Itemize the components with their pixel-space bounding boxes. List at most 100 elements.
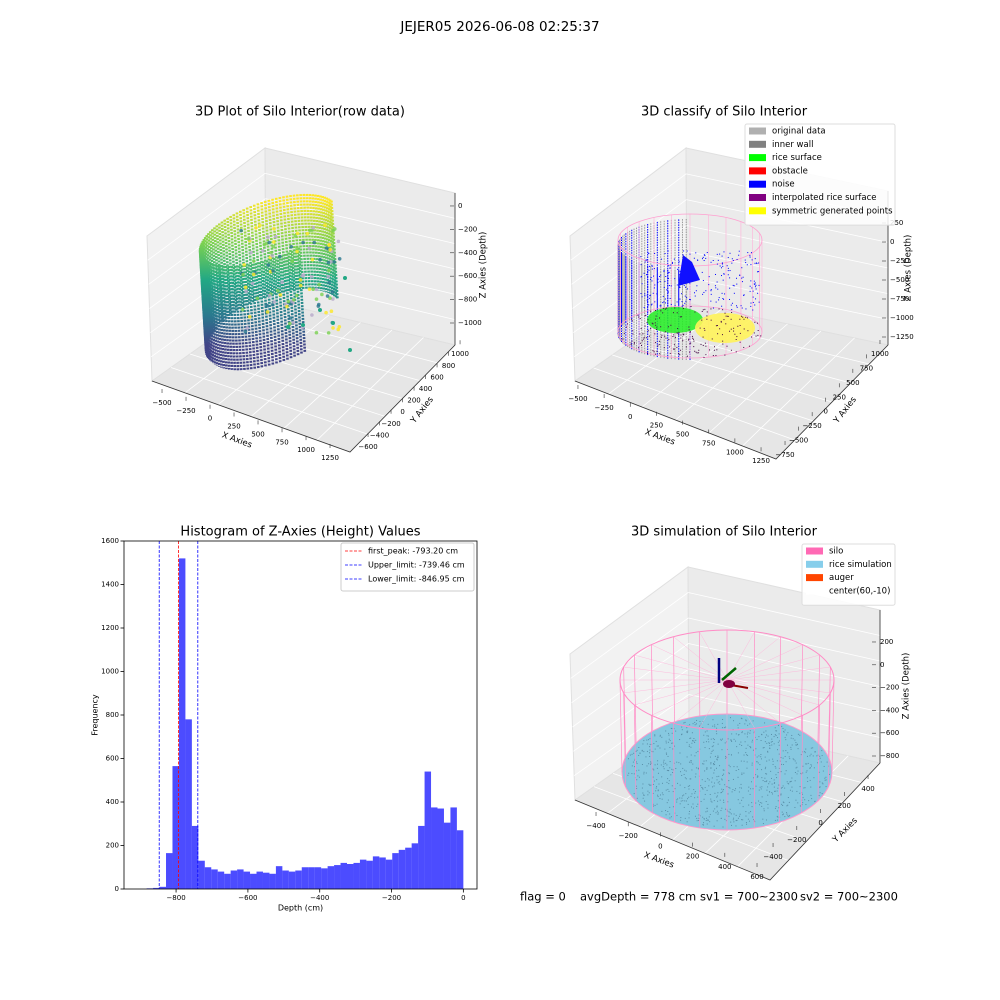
point-cloud <box>271 269 275 273</box>
rice-point <box>720 739 722 741</box>
point-cloud <box>747 317 749 319</box>
point-cloud <box>670 303 672 305</box>
point-cloud <box>754 262 756 264</box>
rice-point <box>772 760 774 762</box>
point-cloud <box>289 244 294 249</box>
rice-point <box>638 754 640 756</box>
point-cloud <box>633 343 635 345</box>
rice-point <box>718 775 720 777</box>
point-cloud <box>672 335 674 337</box>
z-tick-label: −400 <box>458 249 477 257</box>
rice-point <box>665 789 667 791</box>
point-cloud <box>645 259 647 261</box>
point-cloud <box>644 325 646 327</box>
point-cloud <box>743 328 745 330</box>
point-cloud <box>737 325 739 327</box>
point-cloud <box>336 239 341 244</box>
rice-point <box>648 783 650 785</box>
rice-point <box>681 726 683 728</box>
rice-point <box>646 750 648 752</box>
rice-point <box>679 739 681 741</box>
x-tick-label: −250 <box>176 407 195 415</box>
rice-point <box>775 774 777 776</box>
point-cloud <box>647 330 649 332</box>
rice-point <box>707 819 709 821</box>
point-cloud <box>666 307 668 309</box>
rice-point <box>686 727 688 729</box>
point-cloud <box>278 293 283 297</box>
point-cloud <box>668 265 670 267</box>
rice-point <box>641 787 643 789</box>
y-tick-label: 1200 <box>101 624 119 632</box>
z-tick-label: −750 <box>890 295 909 303</box>
point-cloud <box>272 300 277 304</box>
point-cloud <box>280 255 289 361</box>
rice-point <box>787 744 789 746</box>
point-cloud <box>721 255 723 257</box>
rice-point <box>738 768 740 770</box>
rice-point <box>739 815 741 817</box>
rice-point <box>783 802 785 804</box>
silo-wire <box>623 679 728 694</box>
point-cloud <box>745 262 747 264</box>
rice-point <box>699 720 701 722</box>
rice-point <box>690 778 692 780</box>
point-cloud <box>647 252 649 254</box>
point-cloud <box>722 265 724 267</box>
point-cloud <box>676 284 678 286</box>
rice-point <box>819 757 821 759</box>
rice-point <box>684 800 686 802</box>
rice-point <box>713 769 715 771</box>
point-cloud <box>750 305 752 307</box>
rice-point <box>669 813 671 815</box>
rice-point <box>797 802 799 804</box>
rice-point <box>714 792 716 794</box>
rice-point <box>764 722 766 724</box>
rice-point <box>787 804 789 806</box>
rice-point <box>788 815 790 817</box>
point-cloud <box>729 330 731 332</box>
rice-point <box>728 764 730 766</box>
rice-point <box>740 717 742 719</box>
rice-point <box>782 763 784 765</box>
point-cloud <box>649 278 651 280</box>
rice-point <box>694 792 696 794</box>
point-cloud <box>327 198 336 297</box>
rice-point <box>769 745 771 747</box>
rice-point <box>696 805 698 807</box>
rice-point <box>735 733 737 735</box>
point-cloud <box>265 260 275 366</box>
rice-point <box>648 763 650 765</box>
rice-point <box>668 734 670 736</box>
rice-point <box>816 755 818 757</box>
point-cloud <box>686 250 688 252</box>
rice-point <box>704 770 706 772</box>
rice-point <box>732 789 734 791</box>
rice-point <box>771 792 773 794</box>
rice-point <box>671 732 673 734</box>
legend-swatch <box>749 127 766 135</box>
z-tick-label: −1000 <box>458 319 482 327</box>
rice-point <box>668 780 670 782</box>
point-cloud <box>626 323 628 325</box>
rice-point <box>731 733 733 735</box>
bar <box>385 859 393 889</box>
rice-point <box>702 787 704 789</box>
point-cloud <box>258 223 262 228</box>
rice-point <box>791 734 793 736</box>
point-cloud <box>757 330 759 332</box>
point-cloud <box>215 225 225 323</box>
point-cloud <box>710 293 712 295</box>
point-cloud <box>714 273 716 275</box>
point-cloud <box>678 332 680 334</box>
point-cloud <box>678 352 680 354</box>
rice-point <box>720 738 722 740</box>
point-cloud <box>262 242 267 247</box>
point-cloud <box>247 314 252 319</box>
point-cloud <box>656 350 658 352</box>
legend-label: Upper_limit: -739.46 cm <box>368 561 465 570</box>
rice-point <box>726 810 728 812</box>
rice-point <box>697 803 699 805</box>
rice-point <box>781 811 783 813</box>
rice-point <box>784 755 786 757</box>
